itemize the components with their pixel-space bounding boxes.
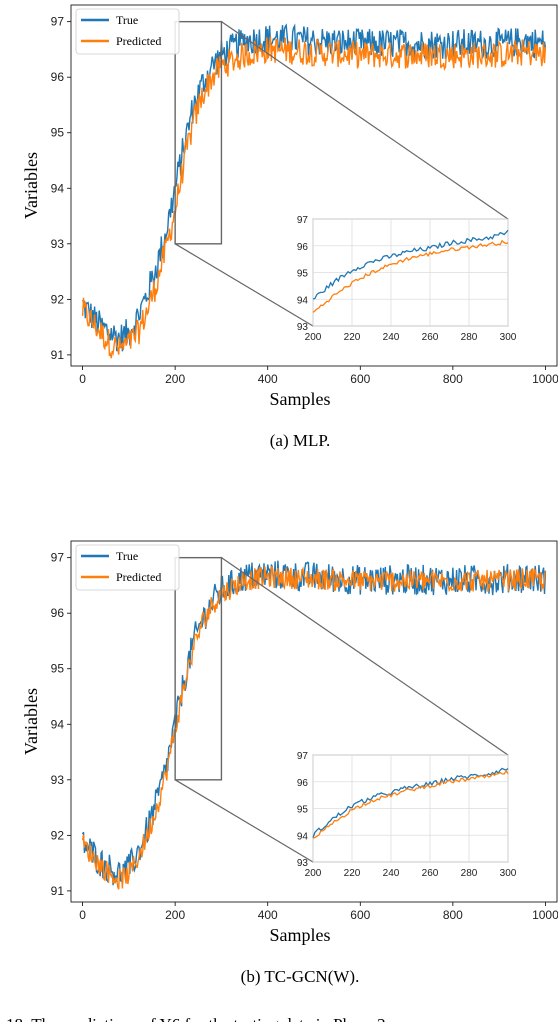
x-tick-label: 600 [350, 908, 370, 922]
x-tick-label: 400 [258, 908, 278, 922]
series-true-line [81, 560, 547, 886]
inset-x-tick-label: 260 [422, 332, 439, 343]
plot-frame [70, 4, 558, 367]
x-tick-label: 600 [350, 372, 370, 386]
y-tick-label: 96 [51, 606, 65, 620]
x-tick-label: 800 [443, 372, 463, 386]
legend-label-true: True [116, 549, 138, 563]
inset-x-tick-label: 200 [305, 332, 322, 343]
y-tick-label: 94 [51, 181, 65, 195]
x-tick-label: 200 [165, 908, 185, 922]
inset-x-tick-label: 300 [500, 868, 517, 879]
inset-series-predicted-line [312, 239, 509, 313]
inset-y-tick-label: 95 [297, 269, 309, 280]
zoom-connector-bottom [174, 243, 314, 327]
x-tick-label: 400 [258, 372, 278, 386]
x-tick-label: 1000 [532, 908, 558, 922]
inset-chart: 200 220 240 260 280 300 93 94 95 96 97 [297, 215, 517, 343]
inset-x-tick-label: 200 [305, 868, 322, 879]
zoom-connector-top [221, 21, 509, 220]
inset-x-tick-label: 220 [344, 332, 361, 343]
y-tick-label: 91 [51, 884, 65, 898]
inset-series-predicted-line [312, 769, 509, 839]
inset-x-tick-label: 280 [461, 868, 478, 879]
y-tick-label: 97 [51, 551, 65, 565]
y-tick-label: 95 [51, 662, 65, 676]
x-tick-label: 0 [79, 372, 86, 386]
series-predicted-line [81, 565, 547, 890]
inset-y-tick-label: 93 [297, 858, 309, 869]
plot-frame [70, 540, 558, 903]
y-tick-label: 91 [51, 348, 65, 362]
x-tick-label: 800 [443, 908, 463, 922]
caption-b: (b) TC-GCN(W). [241, 967, 360, 986]
legend-label-true: True [116, 13, 138, 27]
y-tick-label: 93 [51, 773, 65, 787]
zoom-connector-bottom [174, 779, 314, 863]
legend-label-predicted: Predicted [116, 34, 161, 48]
legend: True Predicted [75, 8, 180, 55]
x-tick-label: 1000 [532, 372, 558, 386]
inset-x-tick-label: 220 [344, 868, 361, 879]
series-predicted-line [81, 36, 547, 359]
inset-chart: 200 220 240 260 280 300 93 94 95 96 97 [297, 751, 517, 879]
inset-y-tick-label: 95 [297, 805, 309, 816]
zoom-box [174, 556, 223, 781]
x-axis-label: Samples [270, 925, 331, 945]
caption-a: (a) MLP. [270, 431, 330, 450]
y-tick-label: 93 [51, 237, 65, 251]
x-tick-label: 0 [79, 908, 86, 922]
inset-x-tick-label: 280 [461, 332, 478, 343]
inset-x-tick-label: 240 [383, 332, 400, 343]
inset-x-tick-label: 240 [383, 868, 400, 879]
chart-panel-b: 0 200 400 600 800 1000 91 92 93 94 95 96 97 Samples Va… [21, 540, 558, 945]
x-tick-label: 200 [165, 372, 185, 386]
y-tick-label: 95 [51, 126, 65, 140]
inset-x-tick-label: 300 [500, 332, 517, 343]
legend-label-predicted: Predicted [116, 570, 161, 584]
y-tick-label: 97 [51, 15, 65, 29]
chart-panel-a: 0 200 400 600 800 1000 91 92 93 94 95 96 97 Samples Va… [21, 4, 558, 409]
inset-y-tick-label: 96 [297, 242, 309, 253]
y-axis-label: Variables [21, 152, 41, 219]
y-tick-label: 92 [51, 292, 65, 306]
inset-series-true-line [312, 229, 509, 300]
footer-caption-fragment: 18. The predictions of Y6 for the testin… [6, 1015, 386, 1022]
inset-y-tick-label: 97 [297, 215, 309, 226]
y-tick-label: 92 [51, 828, 65, 842]
zoom-box [174, 20, 223, 245]
inset-y-tick-label: 94 [297, 831, 309, 842]
inset-y-tick-label: 94 [297, 295, 309, 306]
inset-y-tick-label: 97 [297, 751, 309, 762]
inset-y-tick-label: 93 [297, 322, 309, 333]
x-axis-label: Samples [270, 389, 331, 409]
legend: True Predicted [75, 544, 180, 591]
y-tick-label: 96 [51, 70, 65, 84]
inset-x-tick-label: 260 [422, 868, 439, 879]
zoom-connector-top [221, 557, 509, 756]
y-tick-label: 94 [51, 717, 65, 731]
inset-series-true-line [312, 767, 509, 838]
y-axis-label: Variables [21, 688, 41, 755]
series-true-line [81, 23, 547, 352]
inset-y-tick-label: 96 [297, 778, 309, 789]
